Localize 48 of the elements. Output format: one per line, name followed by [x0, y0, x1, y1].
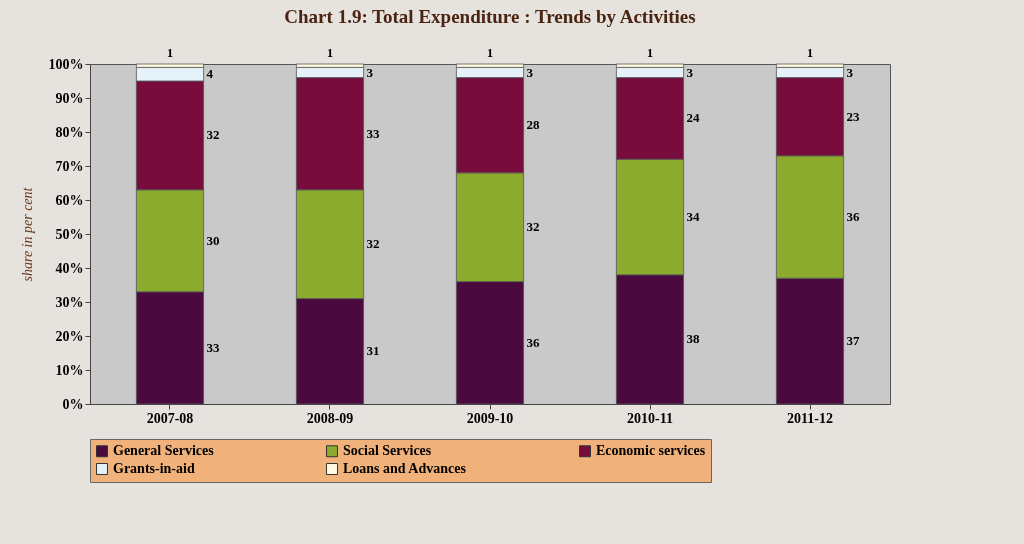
data-label: 34 [686, 209, 701, 224]
x-tick-label: 2009-10 [466, 410, 514, 426]
y-tick-label: 10% [55, 362, 84, 378]
y-tick-label: 40% [55, 260, 84, 276]
data-label: 23 [846, 108, 861, 124]
data-label: 32 [526, 219, 540, 235]
data-label: 1 [646, 45, 654, 60]
data-label: 32 [206, 127, 220, 143]
data-label: 1 [326, 45, 334, 60]
y-tick-label: 20% [55, 328, 84, 344]
data-label: 3 [846, 64, 854, 80]
data-label: 33 [366, 125, 381, 141]
y-tick-label: 100% [48, 56, 84, 72]
data-label: 1 [486, 45, 494, 60]
y-tick-label: 90% [55, 90, 84, 106]
data-label: 32 [366, 236, 380, 252]
y-tick-label: 50% [55, 226, 84, 242]
x-tick-label: 2011-12 [787, 410, 833, 426]
y-tick-label: 70% [55, 158, 84, 174]
y-tick-label: 80% [55, 124, 84, 140]
legend-label: Loans and Advances [343, 461, 467, 476]
chart-title: Chart 1.9: Total Expenditure : Trends by Activities [284, 6, 696, 27]
data-label: 3 [366, 64, 374, 80]
y-axis-title: share in per cent [19, 186, 35, 282]
data-label: 37 [846, 333, 861, 349]
data-label: 28 [526, 117, 541, 133]
data-label: 3 [686, 64, 694, 80]
data-label: 31 [366, 343, 380, 359]
x-tick-label: 2010-11 [627, 410, 673, 426]
y-tick-label: 60% [55, 192, 84, 208]
data-label: 33 [206, 339, 221, 355]
data-label: 3 [526, 64, 534, 80]
data-label: 24 [686, 110, 701, 126]
legend-label: Grants-in-aid [113, 461, 195, 476]
y-tick-label: 0% [62, 396, 84, 412]
data-label: 1 [166, 45, 174, 60]
legend-label: General Services [113, 443, 215, 459]
x-tick-label: 2008-09 [306, 410, 354, 426]
x-tick-label: 2007-08 [146, 410, 194, 426]
data-label: 1 [806, 45, 814, 60]
legend-label: Social Services [343, 443, 432, 459]
data-label: 30 [206, 232, 220, 248]
legend-label: Economic services [596, 443, 706, 459]
y-tick-label: 30% [55, 294, 84, 310]
data-label: 4 [206, 66, 214, 82]
data-label: 36 [526, 334, 541, 350]
data-label: 38 [686, 331, 701, 347]
data-label: 36 [846, 209, 861, 224]
